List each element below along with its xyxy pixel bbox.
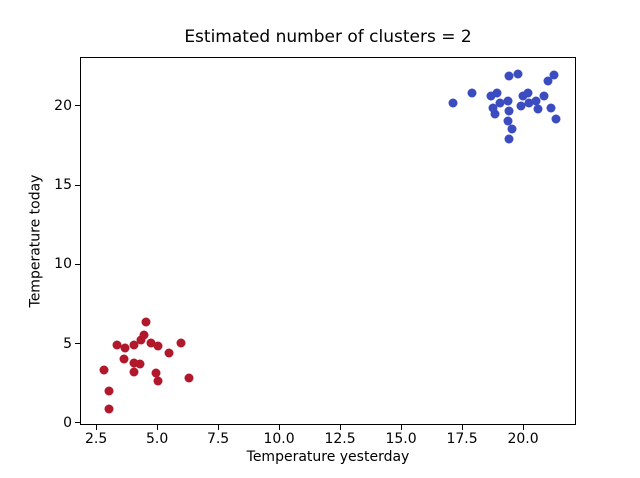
data-point-cluster-2-blue: [488, 103, 498, 113]
x-tick-mark: [156, 425, 158, 430]
data-point-cluster-2-blue: [551, 114, 561, 124]
x-tick-label: 12.5: [324, 431, 356, 447]
x-tick-label: 5.0: [145, 431, 169, 447]
data-point-cluster-2-blue: [533, 104, 543, 114]
data-point-cluster-1-red: [146, 338, 156, 348]
data-point-cluster-2-blue: [495, 98, 505, 108]
data-point-cluster-2-blue: [503, 116, 513, 126]
x-tick-mark: [400, 425, 402, 430]
x-tick-label: 7.5: [206, 431, 230, 447]
data-point-cluster-1-red: [99, 365, 109, 375]
y-tick-label: 15: [54, 177, 72, 194]
y-tick-mark: [75, 422, 80, 424]
data-point-cluster-2-blue: [504, 134, 514, 144]
data-point-cluster-1-red: [153, 341, 163, 351]
x-tick-label: 17.5: [446, 431, 478, 447]
x-tick-mark: [95, 425, 97, 430]
data-point-cluster-1-red: [153, 376, 163, 386]
chart-title: Estimated number of clusters = 2: [184, 27, 472, 47]
data-point-cluster-1-red: [151, 368, 161, 378]
y-axis-label: Temperature today: [27, 174, 44, 308]
y-tick-mark: [75, 105, 80, 107]
data-point-cluster-1-red: [129, 367, 139, 377]
x-tick-label: 2.5: [84, 431, 108, 447]
y-tick-mark: [75, 184, 80, 186]
data-point-cluster-2-blue: [516, 101, 526, 111]
data-point-cluster-2-blue: [518, 91, 528, 101]
x-tick-mark: [339, 425, 341, 430]
x-tick-label: 20.0: [507, 431, 539, 447]
data-point-cluster-2-blue: [504, 71, 514, 81]
y-tick-mark: [75, 263, 80, 265]
data-point-cluster-1-red: [176, 338, 186, 348]
data-point-cluster-2-blue: [448, 98, 458, 108]
data-point-cluster-1-red: [135, 359, 145, 369]
data-point-cluster-2-blue: [543, 76, 553, 86]
data-point-cluster-1-red: [129, 340, 139, 350]
data-point-cluster-2-blue: [504, 106, 514, 116]
data-point-cluster-2-blue: [490, 109, 500, 119]
data-point-cluster-1-red: [120, 343, 130, 353]
data-point-cluster-2-blue: [546, 103, 556, 113]
data-point-cluster-1-red: [104, 386, 114, 396]
data-point-cluster-1-red: [184, 373, 194, 383]
data-point-cluster-1-red: [119, 354, 129, 364]
data-point-cluster-2-blue: [523, 88, 533, 98]
data-point-cluster-1-red: [141, 317, 151, 327]
y-tick-label: 10: [54, 256, 72, 273]
data-point-cluster-2-blue: [549, 70, 559, 80]
data-point-cluster-2-blue: [513, 69, 523, 79]
plot-area: [80, 57, 576, 425]
data-point-cluster-2-blue: [467, 88, 477, 98]
data-point-cluster-2-blue: [486, 91, 496, 101]
data-point-cluster-1-red: [112, 340, 122, 350]
data-point-cluster-1-red: [104, 404, 114, 414]
data-point-cluster-1-red: [139, 330, 149, 340]
data-point-cluster-1-red: [136, 335, 146, 345]
data-point-cluster-2-blue: [524, 98, 534, 108]
data-point-cluster-1-red: [129, 358, 139, 368]
x-tick-mark: [278, 425, 280, 430]
x-tick-mark: [461, 425, 463, 430]
data-point-cluster-2-blue: [492, 88, 502, 98]
y-tick-label: 0: [63, 414, 72, 431]
x-tick-label: 15.0: [385, 431, 417, 447]
x-tick-mark: [522, 425, 524, 430]
x-axis-label: Temperature yesterday: [246, 449, 410, 465]
data-point-cluster-1-red: [164, 348, 174, 358]
data-point-cluster-2-blue: [531, 96, 541, 106]
x-tick-mark: [217, 425, 219, 430]
x-tick-label: 10.0: [263, 431, 295, 447]
y-tick-label: 5: [63, 335, 72, 352]
data-point-cluster-2-blue: [507, 124, 517, 134]
y-tick-mark: [75, 343, 80, 345]
y-tick-label: 20: [54, 97, 72, 114]
data-point-cluster-2-blue: [503, 96, 513, 106]
data-point-cluster-2-blue: [539, 91, 549, 101]
